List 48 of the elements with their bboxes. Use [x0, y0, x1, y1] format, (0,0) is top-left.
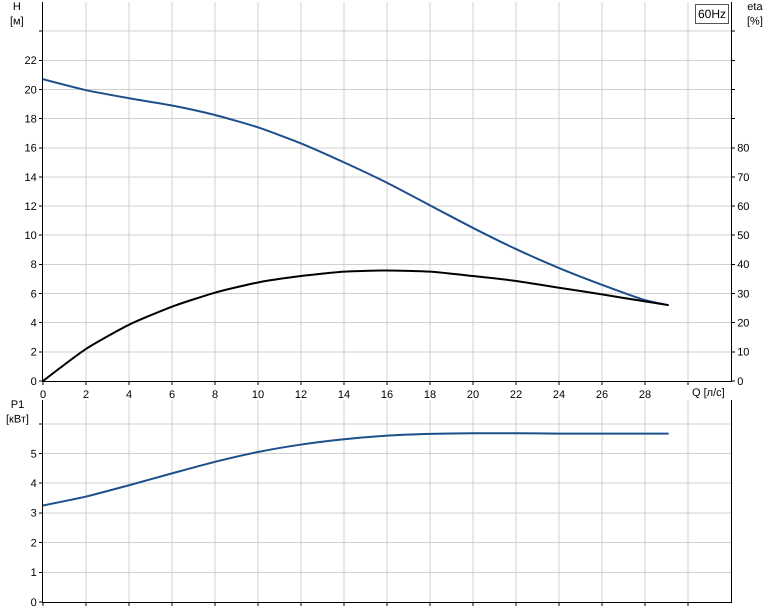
y-tick-label: 22 — [24, 55, 37, 68]
x-tick-label: 4 — [126, 389, 132, 402]
y-tick-label: 4 — [30, 478, 37, 490]
y2-axis-title: eta [%] — [747, 1, 764, 28]
x-tick-label: 14 — [338, 389, 350, 402]
x-tick-label: 18 — [424, 389, 436, 402]
x-tick-label: 20 — [466, 389, 480, 402]
x-tick-label: 10 — [252, 389, 264, 402]
annotation: 60Hz — [698, 7, 726, 21]
x-tick-label: 26 — [596, 389, 608, 402]
x-tick-label: 12 — [294, 389, 308, 402]
x-tick-label: 6 — [168, 389, 176, 402]
y-tick-label: 18 — [24, 113, 37, 126]
y2-tick-label: 10 — [737, 346, 750, 359]
y-tick-label: 8 — [30, 259, 37, 272]
x-tick-label: 8 — [212, 389, 218, 402]
y2-tick-label: 50 — [737, 230, 750, 242]
y2-tick-label: 20 — [737, 318, 750, 330]
y-tick-label: 2 — [30, 346, 37, 359]
x-tick-label: 16 — [380, 389, 394, 402]
y-axis-title: H [м] — [10, 1, 24, 28]
y-tick-label: 16 — [24, 142, 37, 155]
x-tick-label: 22 — [510, 389, 522, 402]
y2-tick-label: 30 — [737, 288, 750, 300]
line-series — [43, 432, 670, 506]
y2-tick-label: 70 — [737, 172, 750, 184]
x-tick-label: 2 — [82, 389, 90, 402]
y2-tick-label: 40 — [737, 259, 750, 272]
x-tick-label: 24 — [552, 389, 566, 402]
y-tick-label: 3 — [30, 508, 37, 520]
y-axis-title: P1 [кВт] — [6, 399, 29, 426]
y-tick-label: 0 — [30, 376, 37, 388]
y-tick-label: 1 — [30, 567, 37, 580]
x-tick-label: 28 — [638, 389, 652, 402]
y-tick-label: 0 — [30, 596, 37, 609]
y-tick-label: 5 — [30, 448, 37, 460]
x-axis-title: Q [л/с] — [692, 387, 725, 399]
y-tick-label: 4 — [30, 318, 37, 330]
y-tick-label: 20 — [24, 84, 37, 96]
x-tick-label: 0 — [40, 389, 46, 402]
y2-tick-label: 0 — [737, 376, 744, 388]
y-tick-label: 14 — [24, 172, 37, 184]
y-tick-label: 12 — [24, 200, 37, 213]
y-tick-label: 10 — [24, 230, 37, 242]
y2-tick-label: 80 — [737, 142, 750, 155]
y-tick-label: 2 — [30, 537, 37, 550]
y2-tick-label: 60 — [737, 200, 750, 213]
y-tick-label: 6 — [30, 288, 37, 300]
